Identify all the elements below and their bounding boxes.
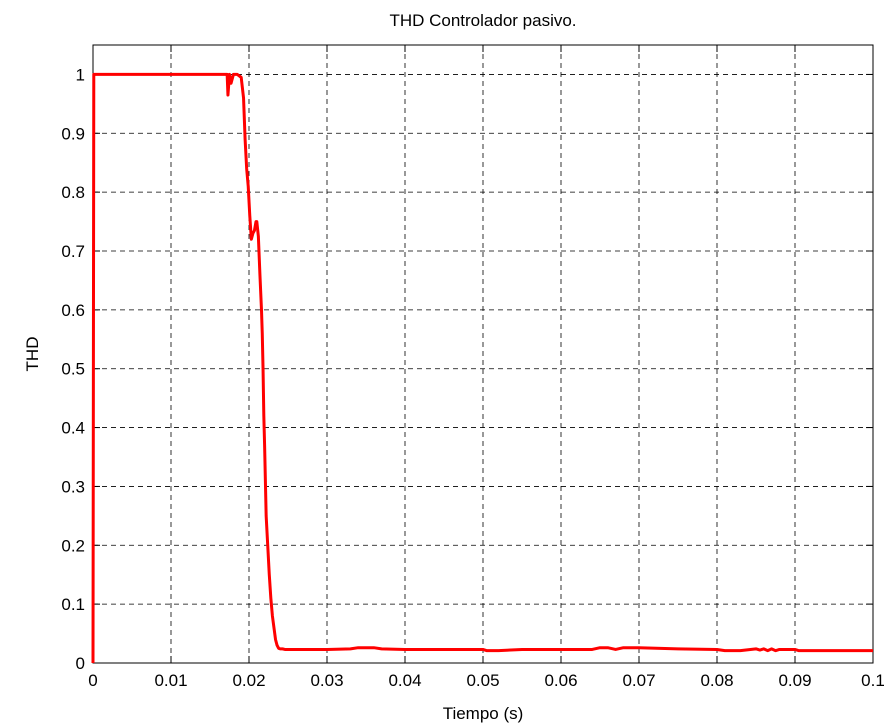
x-tick-label: 0.04 xyxy=(388,671,421,690)
x-tick-label: 0.1 xyxy=(861,671,885,690)
y-tick-label: 0.6 xyxy=(61,301,85,320)
x-tick-label: 0.06 xyxy=(544,671,577,690)
series-layer xyxy=(91,72,873,664)
y-tick-label: 0.9 xyxy=(61,124,85,143)
y-axis-label: THD xyxy=(23,337,42,372)
y-tick-label: 1 xyxy=(76,65,85,84)
y-tick-label: 0.2 xyxy=(61,536,85,555)
x-tick-label: 0.07 xyxy=(622,671,655,690)
grid-lines xyxy=(93,45,873,663)
x-tick-label: 0.02 xyxy=(232,671,265,690)
y-tick-label: 0.5 xyxy=(61,360,85,379)
y-tick-label: 0.8 xyxy=(61,183,85,202)
x-tick-label: 0 xyxy=(88,671,97,690)
chart-title: THD Controlador pasivo. xyxy=(389,11,576,30)
thd-series-line xyxy=(91,72,873,664)
axis-ticks xyxy=(92,45,874,664)
y-tick-label: 0.7 xyxy=(61,242,85,261)
x-tick-label: 0.01 xyxy=(154,671,187,690)
x-tick-label: 0.05 xyxy=(466,671,499,690)
x-tick-label: 0.03 xyxy=(310,671,343,690)
y-tick-label: 0.1 xyxy=(61,595,85,614)
y-tick-labels: 0 0.1 0.2 0.3 0.4 0.5 0.6 0.7 0.8 0.9 1 xyxy=(61,65,85,673)
y-tick-label: 0.3 xyxy=(61,477,85,496)
x-tick-label: 0.09 xyxy=(778,671,811,690)
x-tick-label: 0.08 xyxy=(700,671,733,690)
y-tick-label: 0 xyxy=(76,654,85,673)
x-tick-labels: 0 0.01 0.02 0.03 0.04 0.05 0.06 0.07 0.08 0.09 0.1 xyxy=(88,671,885,690)
y-tick-label: 0.4 xyxy=(61,419,85,438)
x-axis-label: Tiempo (s) xyxy=(443,704,524,723)
